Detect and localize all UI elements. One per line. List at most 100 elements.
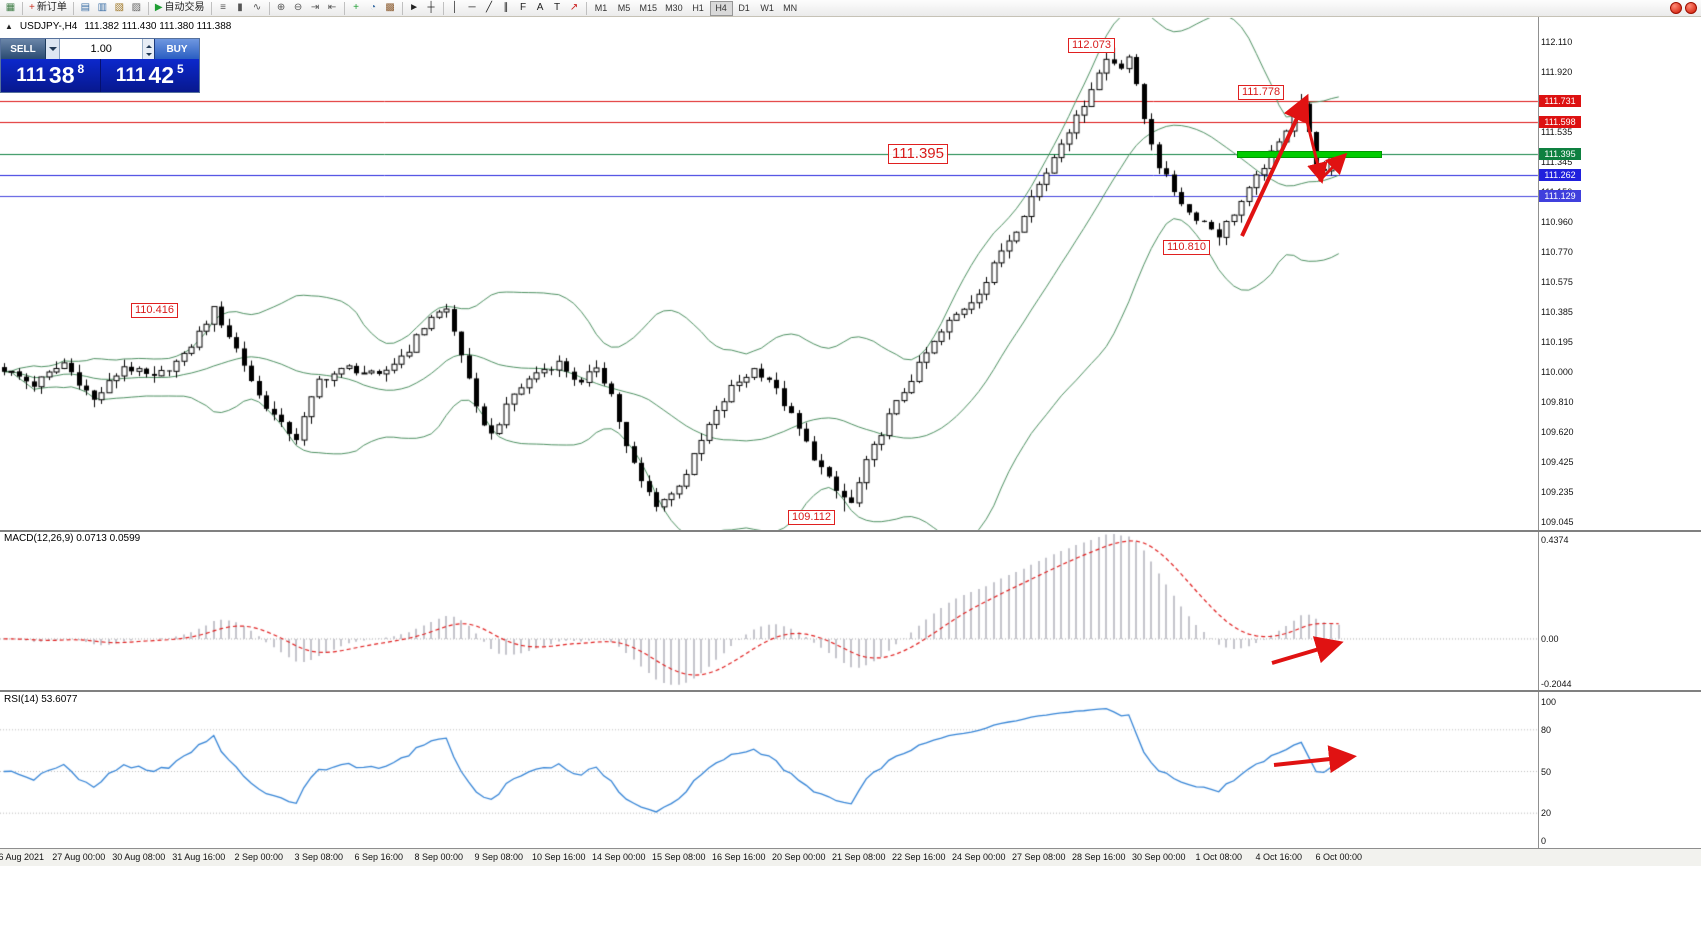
timeframe-d1[interactable]: D1 [738,3,750,13]
new-chart-icon[interactable]: ▦ [2,1,19,16]
templates-icon[interactable]: ▩ [382,1,399,16]
symbol-direction-icon: ▲ [5,22,13,31]
line-chart-icon-glyph: ∿ [252,2,262,13]
price-annotation[interactable]: 112.073 [1068,38,1115,53]
timeframe-m15[interactable]: M15 [639,3,658,13]
periods-icon-glyph: ◔ [370,2,377,13]
time-axis-label: 4 Oct 16:00 [1255,852,1303,862]
price-annotation[interactable]: 111.395 [888,144,948,164]
buy-button[interactable]: BUY [154,39,199,59]
timeframe-h4[interactable]: H4 [709,0,733,16]
horizontal-line-icon[interactable]: ─ [464,1,481,16]
time-axis-label: 6 Sep 16:00 [354,852,404,862]
timeframe-mn[interactable]: MN [783,3,798,13]
time-axis-label: 8 Sep 00:00 [414,852,464,862]
time-axis[interactable] [0,848,1701,866]
price-axis-label: 110.770 [1541,246,1573,257]
data-window-icon[interactable]: ▥ [94,1,111,16]
new-order-button[interactable]: + 新订单 [26,1,70,16]
market-watch-icon[interactable]: ▤ [77,1,94,16]
price-tag[interactable]: 111.129 [1539,189,1581,202]
price-axis-label: 110.195 [1541,336,1573,347]
support-zone-line[interactable] [1237,150,1382,158]
toolbar-separator [585,1,587,15]
auto-scroll-icon[interactable]: ⇥ [307,1,324,16]
new-order-button-label: 新订单 [36,2,67,13]
price-axis-label: 109.045 [1541,517,1574,527]
zoom-out-icon-glyph: ⊖ [293,2,303,13]
time-axis-label: 6 Oct 00:00 [1315,852,1363,862]
candlestick-chart-icon[interactable]: ▮ [232,1,249,16]
trendline-icon-glyph: ╱ [486,2,493,13]
macd-rsi-separator[interactable] [0,690,1701,692]
timeframe-m5[interactable]: M5 [617,3,631,13]
price-tag[interactable]: 111.731 [1539,95,1581,108]
sell-price[interactable]: 111 38 8 [16,62,85,88]
time-axis-label: 20 Sep 00:00 [771,852,826,862]
market-watch-icon-glyph: ▤ [80,2,91,13]
toolbar-separator [343,1,345,15]
horizontal-line-icon-glyph: ─ [468,2,476,13]
periods-icon[interactable]: ◔ [365,1,382,16]
chart-shift-icon[interactable]: ⇤ [324,1,341,16]
bar-chart-icon[interactable]: ≡ [215,1,232,16]
timeframe-w1[interactable]: W1 [760,3,774,13]
price-tag[interactable]: 111.598 [1539,116,1581,129]
timeframe-m30[interactable]: M30 [665,3,683,13]
volume-input[interactable] [60,39,143,59]
timeframe-h1[interactable]: H1 [692,3,704,13]
text-icon-glyph: A [536,2,544,13]
label-icon[interactable]: T [549,1,566,16]
vertical-line-icon[interactable]: │ [447,1,464,16]
time-axis-label: 2 Sep 00:00 [234,852,284,862]
toolbar-separator [72,1,74,15]
channel-icon[interactable]: ∥ [498,1,515,16]
trendline-icon[interactable]: ╱ [481,1,498,16]
main-macd-separator[interactable] [0,530,1701,532]
text-icon[interactable]: A [532,1,549,16]
record-red-icon[interactable] [1685,2,1697,14]
line-chart-icon[interactable]: ∿ [249,1,266,16]
zoom-out-icon[interactable]: ⊖ [290,1,307,16]
sell-dropdown-icon[interactable] [46,39,60,59]
ohlc-values: 111.382 111.430 111.380 111.388 [84,21,232,32]
sell-button[interactable]: SELL [1,39,46,59]
time-axis-label: 27 Sep 08:00 [1011,852,1066,862]
terminal-icon[interactable]: ▨ [128,1,145,16]
zoom-in-icon-glyph: ⊕ [276,2,286,13]
price-annotation[interactable]: 109.112 [788,510,835,525]
buy-price[interactable]: 111 42 5 [115,62,184,88]
zoom-in-icon[interactable]: ⊕ [273,1,290,16]
price-axis-label: 110.960 [1541,217,1573,228]
fibonacci-icon[interactable]: F [515,1,532,16]
price-axis-label: 111.920 [1541,66,1573,77]
price-tag[interactable]: 111.395 [1539,147,1581,160]
macd-label: MACD(12,26,9) 0.0713 0.0599 [4,533,141,544]
arrow-tool-icon-glyph: ↗ [569,2,579,13]
macd-axis-label: 0.4374 [1541,535,1569,545]
time-axis-label: 21 Sep 08:00 [831,852,886,862]
toolbar: ▦ + 新订单 ▤ ▥ ▧ ▨ ▶ 自动交易 ≡ ▮ ∿ ⊕ ⊖ ⇥ ⇤ + ◔ ▩ ► ┼ │ ─ ╱ ∥ F A T ↗ M1 M5 M1… [0,0,1701,17]
price-axis-label: 110.575 [1541,277,1573,288]
autotrade-button[interactable]: ▶ 自动交易 [152,1,208,16]
crosshair-icon[interactable]: ┼ [423,1,440,16]
one-click-trading-panel: SELL BUY 111 38 8 111 42 5 [0,38,200,93]
price-annotation[interactable]: 110.810 [1163,240,1210,255]
alert-red-icon[interactable] [1670,2,1682,14]
time-axis-label: 22 Sep 16:00 [891,852,946,862]
timeframe-m1[interactable]: M1 [594,3,608,13]
arrow-tool-icon[interactable]: ↗ [566,1,583,16]
time-axis-label: 24 Sep 00:00 [951,852,1006,862]
volume-spinner[interactable] [142,39,154,59]
price-annotation[interactable]: 110.416 [131,303,178,318]
time-axis-label: 9 Sep 08:00 [474,852,524,862]
price-annotation[interactable]: 111.778 [1238,85,1285,100]
toolbar-separator [442,1,444,15]
indicators-icon[interactable]: + [348,1,365,16]
fibonacci-icon-glyph: F [519,2,527,13]
price-tag[interactable]: 111.262 [1539,168,1581,181]
cursor-icon[interactable]: ► [406,1,423,16]
navigator-icon[interactable]: ▧ [111,1,128,16]
price-axis-label: 110.385 [1541,307,1573,318]
